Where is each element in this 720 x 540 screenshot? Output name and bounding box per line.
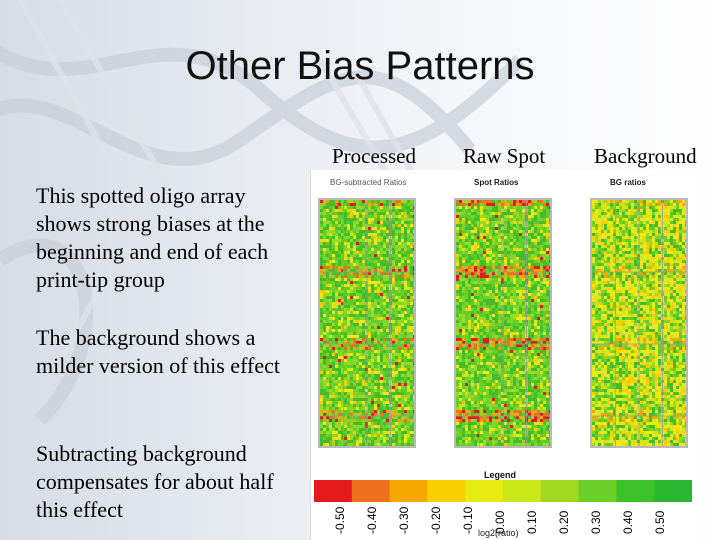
legend-swatch [351, 480, 391, 502]
legend-axis-label: log2(ratio) [478, 528, 519, 538]
legend-tick-label: 0.20 [557, 510, 571, 534]
legend-tick-label: -0.20 [429, 506, 443, 534]
panel-label-bg-subtracted: BG-subtracted Ratios [330, 178, 407, 187]
legend-swatch [427, 480, 466, 502]
legend-swatch [389, 480, 428, 502]
panel-label-bg-ratios: BG ratios [610, 178, 647, 187]
column-header-raw-spot: Raw Spot [463, 144, 546, 168]
legend-swatch [503, 480, 542, 502]
array-image-raw-spot [454, 198, 552, 448]
legend-title: Legend [484, 470, 517, 480]
legend-swatch [578, 480, 617, 502]
legend-swatch [465, 480, 504, 502]
legend-tick-label: -0.50 [333, 506, 347, 534]
legend-tick-label: 0.10 [525, 510, 539, 534]
legend-tick-label: 0.40 [621, 510, 635, 534]
legend-tick-label: 0.30 [589, 510, 603, 534]
legend-tick-label: -0.10 [461, 506, 475, 534]
legend-swatch [654, 480, 692, 502]
panel-label-spot-ratios: Spot Ratios [474, 178, 519, 187]
bullet-3: Subtracting background compensates for a… [36, 441, 274, 522]
legend-color-bar [314, 480, 692, 502]
legend-swatch [540, 480, 580, 502]
legend-tick-label: -0.30 [397, 506, 411, 534]
column-header-background: Background [594, 144, 697, 168]
legend-tick-label: -0.40 [365, 506, 379, 534]
array-image-processed [318, 198, 416, 448]
legend-tick-label: 0.50 [653, 510, 667, 534]
bullet-2: The background shows a milder version of… [36, 325, 280, 378]
slide-title: Other Bias Patterns [185, 44, 535, 88]
legend-swatch [616, 480, 655, 502]
array-image-background [590, 198, 688, 448]
column-header-processed: Processed [332, 144, 416, 168]
bullet-1: This spotted oligo array shows strong bi… [36, 183, 269, 292]
legend-swatch [314, 480, 353, 502]
